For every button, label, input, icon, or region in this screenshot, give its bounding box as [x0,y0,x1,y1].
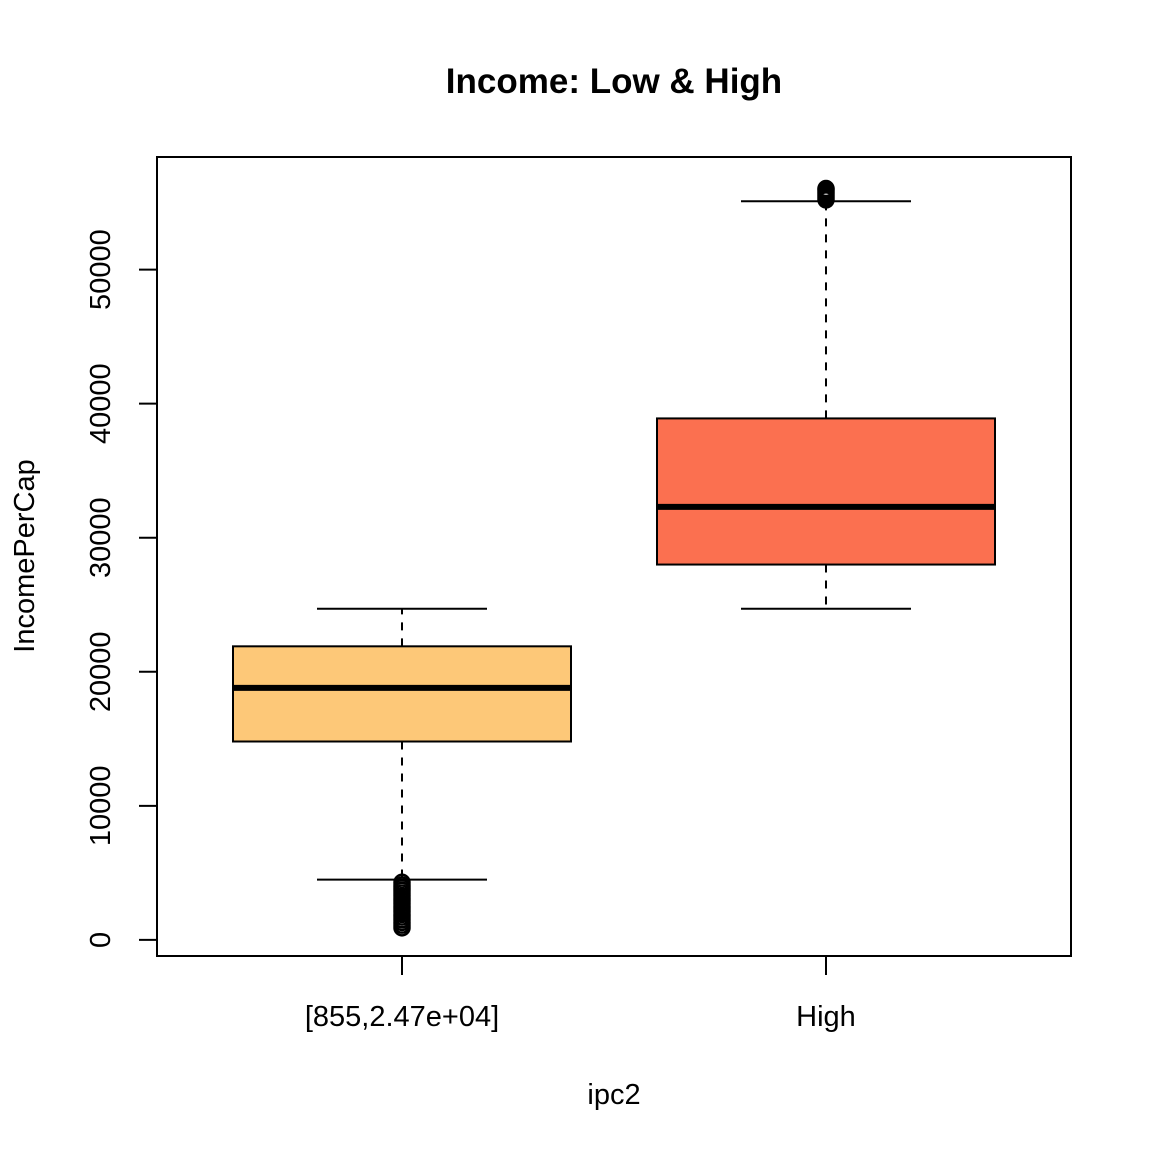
y-axis-label: IncomePerCap [9,459,41,652]
box-group [656,179,996,610]
boxes-layer [232,179,996,937]
outlier-point [393,873,411,892]
y-tick-label: 20000 [85,631,117,712]
y-tick-label: 40000 [85,363,117,444]
box-iqr [656,417,996,566]
box-iqr [232,645,572,743]
x-tick-label: High [796,1001,856,1033]
y-tick-label: 0 [85,932,117,948]
box-group [232,607,572,937]
x-axis: [855,2.47e+04] High [305,956,856,1033]
outlier-point [817,179,835,198]
y-tick-label: 30000 [85,497,117,578]
y-axis: 0 10000 20000 30000 40000 50000 [85,229,158,948]
chart-title: Income: Low & High [446,62,782,101]
y-tick-label: 10000 [85,766,117,847]
x-tick-label: [855,2.47e+04] [305,1001,499,1033]
x-axis-label: ipc2 [587,1079,640,1111]
y-tick-label: 50000 [85,229,117,310]
